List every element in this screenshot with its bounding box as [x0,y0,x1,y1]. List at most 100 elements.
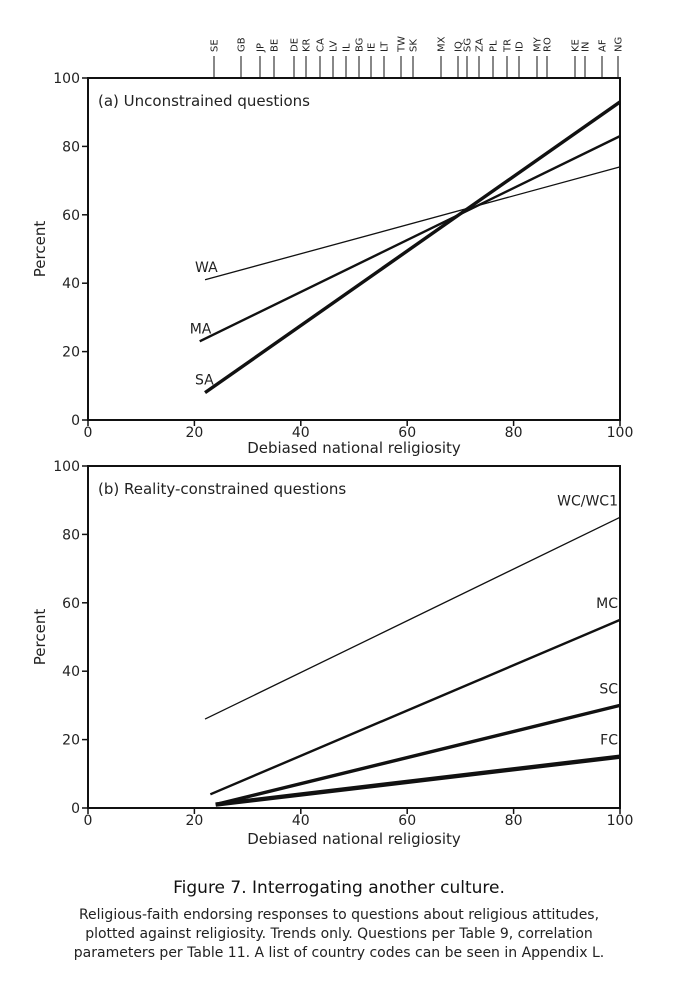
x-tick-label: 100 [607,813,634,829]
series-label-wa: WA [195,260,218,276]
country-code: SG [463,38,474,52]
country-code: NG [614,37,625,52]
y-tick-label: 20 [62,733,80,749]
country-code: RO [543,37,554,52]
series-line-sc [215,703,621,807]
x-axis-label: Debiased national religiosity [247,439,461,457]
x-tick-label: 0 [84,813,93,829]
series-label-ma: MA [190,321,212,337]
y-tick-label: 40 [62,664,80,680]
panel-title: (b) Reality-constrained questions [98,480,346,498]
country-code: DE [290,38,301,52]
caption-title: Figure 7. Interrogating another culture. [173,878,505,898]
series-line-wc-wc1 [204,516,621,720]
y-tick-label: 60 [62,596,80,612]
country-marker-ke: KE [571,39,582,78]
y-tick-label: 100 [53,71,80,87]
country-code: LV [329,41,340,52]
y-tick-label: 80 [62,139,80,155]
country-code: MX [437,36,448,52]
x-tick-label: 20 [185,425,203,441]
series-line-ma [199,135,621,343]
plot-frame [87,77,621,421]
country-marker-ie: IE [367,43,378,78]
x-tick-label: 100 [607,425,634,441]
series-label-sc: SC [599,681,618,697]
country-marker-sk: SK [409,39,420,78]
x-tick-label: 60 [398,813,416,829]
country-code: ZA [475,38,486,52]
country-marker-ro: RO [543,37,554,78]
panel-title: (a) Unconstrained questions [98,92,310,110]
country-code: AF [598,39,609,52]
country-marker-lv: LV [329,41,340,78]
country-code: BG [355,38,366,52]
country-code: CA [316,38,327,52]
panel-a-unconstrained: 0 20 40 60 80 100 0 20 40 60 80 100 Debiased nationa… [31,71,633,457]
country-code: LT [380,41,391,52]
y-tick-label: 100 [53,459,80,475]
country-marker-lt: LT [380,41,391,78]
country-code: IL [342,43,353,52]
country-code: SK [409,39,420,52]
country-marker-tw: TW [397,36,408,78]
country-code: IE [367,43,378,52]
country-code: KR [302,38,313,52]
plot-frame [87,465,621,809]
country-marker-za: ZA [475,38,486,78]
country-code: KE [571,39,582,52]
country-code: JP [256,43,267,53]
country-marker-jp: JP [256,43,267,78]
country-marker-il: IL [342,43,353,78]
country-code: ID [515,41,526,52]
country-marker-af: AF [598,39,609,78]
country-code: SE [210,39,221,52]
country-marker-se: SE [210,39,221,78]
country-marker-id: ID [515,41,526,78]
y-tick-label: 20 [62,345,80,361]
country-marker-kr: KR [302,38,313,78]
series-line-sa [204,100,621,395]
y-tick-label: 40 [62,276,80,292]
country-code: TW [397,36,408,53]
country-marker-gb: GB [237,37,248,78]
figure-caption: Figure 7. Interrogating another culture.… [0,878,678,963]
x-tick-label: 40 [292,813,310,829]
country-code: TR [503,39,514,53]
country-marker-in: IN [581,42,592,78]
country-marker-bg: BG [355,38,366,78]
country-marker-ng: NG [614,37,625,78]
x-tick-label: 80 [505,425,523,441]
country-marker-ca: CA [316,38,327,78]
x-tick-label: 0 [84,425,93,441]
y-tick-label: 80 [62,527,80,543]
country-marker-be: BE [270,39,281,78]
x-tick-label: 20 [185,813,203,829]
series-line-mc [209,618,621,796]
x-tick-label: 60 [398,425,416,441]
country-code: GB [237,37,248,52]
y-axis-label: Percent [31,609,49,666]
country-code: BE [270,39,281,52]
series-label-sa: SA [195,373,214,389]
country-marker-de: DE [290,38,301,78]
country-code: MY [533,36,544,52]
country-marker-pl: PL [489,40,500,78]
country-marker-mx: MX [437,36,448,78]
country-marker-iq: IQ [454,41,465,78]
series-label-fc: FC [600,733,618,749]
series-line-fc [215,754,621,807]
series-line-wa [204,166,621,281]
x-axis-label: Debiased national religiosity [247,830,461,848]
country-code: IQ [454,41,465,52]
country-code: IN [581,42,592,52]
panel-b-reality-constrained: 0 20 40 60 80 100 0 20 40 60 80 100 Debiased nationa… [31,459,633,848]
country-code: PL [489,40,500,52]
y-tick-label: 0 [71,413,80,429]
y-tick-label: 60 [62,208,80,224]
x-tick-label: 80 [505,813,523,829]
y-tick-label: 0 [71,801,80,817]
series-label-mc: MC [596,596,618,612]
